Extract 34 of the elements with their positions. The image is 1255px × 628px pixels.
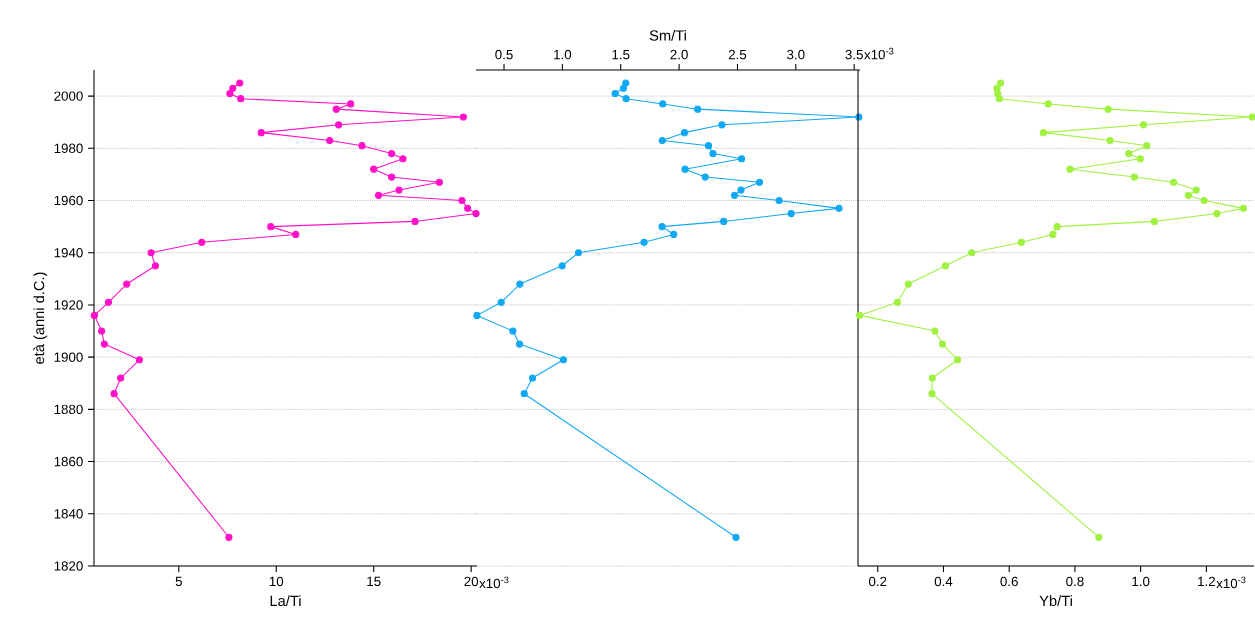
y-tick-label: 1960 [54, 195, 83, 206]
x-tick-label: 10 [269, 576, 284, 587]
x-tick-label: 0.2 [868, 576, 887, 587]
y-tick-label: 1900 [54, 352, 83, 362]
x-tick-label: 0.6 [1000, 576, 1018, 587]
x-tick-label: 1.5 [612, 49, 630, 60]
x-axis-title: Sm/Ti [649, 29, 686, 41]
x-tick-label: 5 [175, 576, 182, 587]
x-tick-label: 0.4 [934, 576, 953, 587]
y-tick-label: 2000 [54, 91, 83, 101]
x-tick-label: 20 [464, 576, 479, 587]
x-axis-title: Yb/Ti [1039, 595, 1072, 607]
x-tick-label: 3.0 [787, 49, 805, 60]
text: x10$^{-3}$ [864, 47, 894, 60]
x-tick-label: 0.8 [1066, 576, 1084, 587]
y-tick-label: 1940 [54, 248, 83, 258]
y-tick-label: 1860 [54, 456, 83, 467]
y-tick-label: 1840 [54, 509, 83, 519]
x-tick-label: 1.0 [554, 49, 572, 60]
text: x10$^{-3}$ [479, 576, 509, 589]
text: x10$^{-3}$ [1216, 576, 1246, 589]
x-axis-title: La/Ti [270, 595, 301, 607]
x-tick-label: 2.5 [728, 49, 747, 60]
y-tick-label: 1820 [54, 561, 83, 571]
x-tick-label: 0.5 [495, 49, 513, 60]
x-tick-label: 3.5 [845, 49, 863, 60]
x-tick-label: 1.0 [1132, 576, 1150, 587]
y-tick-label: 1920 [54, 300, 83, 310]
y-tick-label: 1880 [54, 404, 83, 415]
x-tick-label: 1.2 [1198, 576, 1215, 587]
x-tick-label: 2.0 [670, 49, 688, 60]
y-tick-label: 1980 [54, 143, 83, 154]
x-tick-label: 15 [367, 576, 381, 587]
y-axis-title: età (anni d.C.) [33, 272, 48, 364]
